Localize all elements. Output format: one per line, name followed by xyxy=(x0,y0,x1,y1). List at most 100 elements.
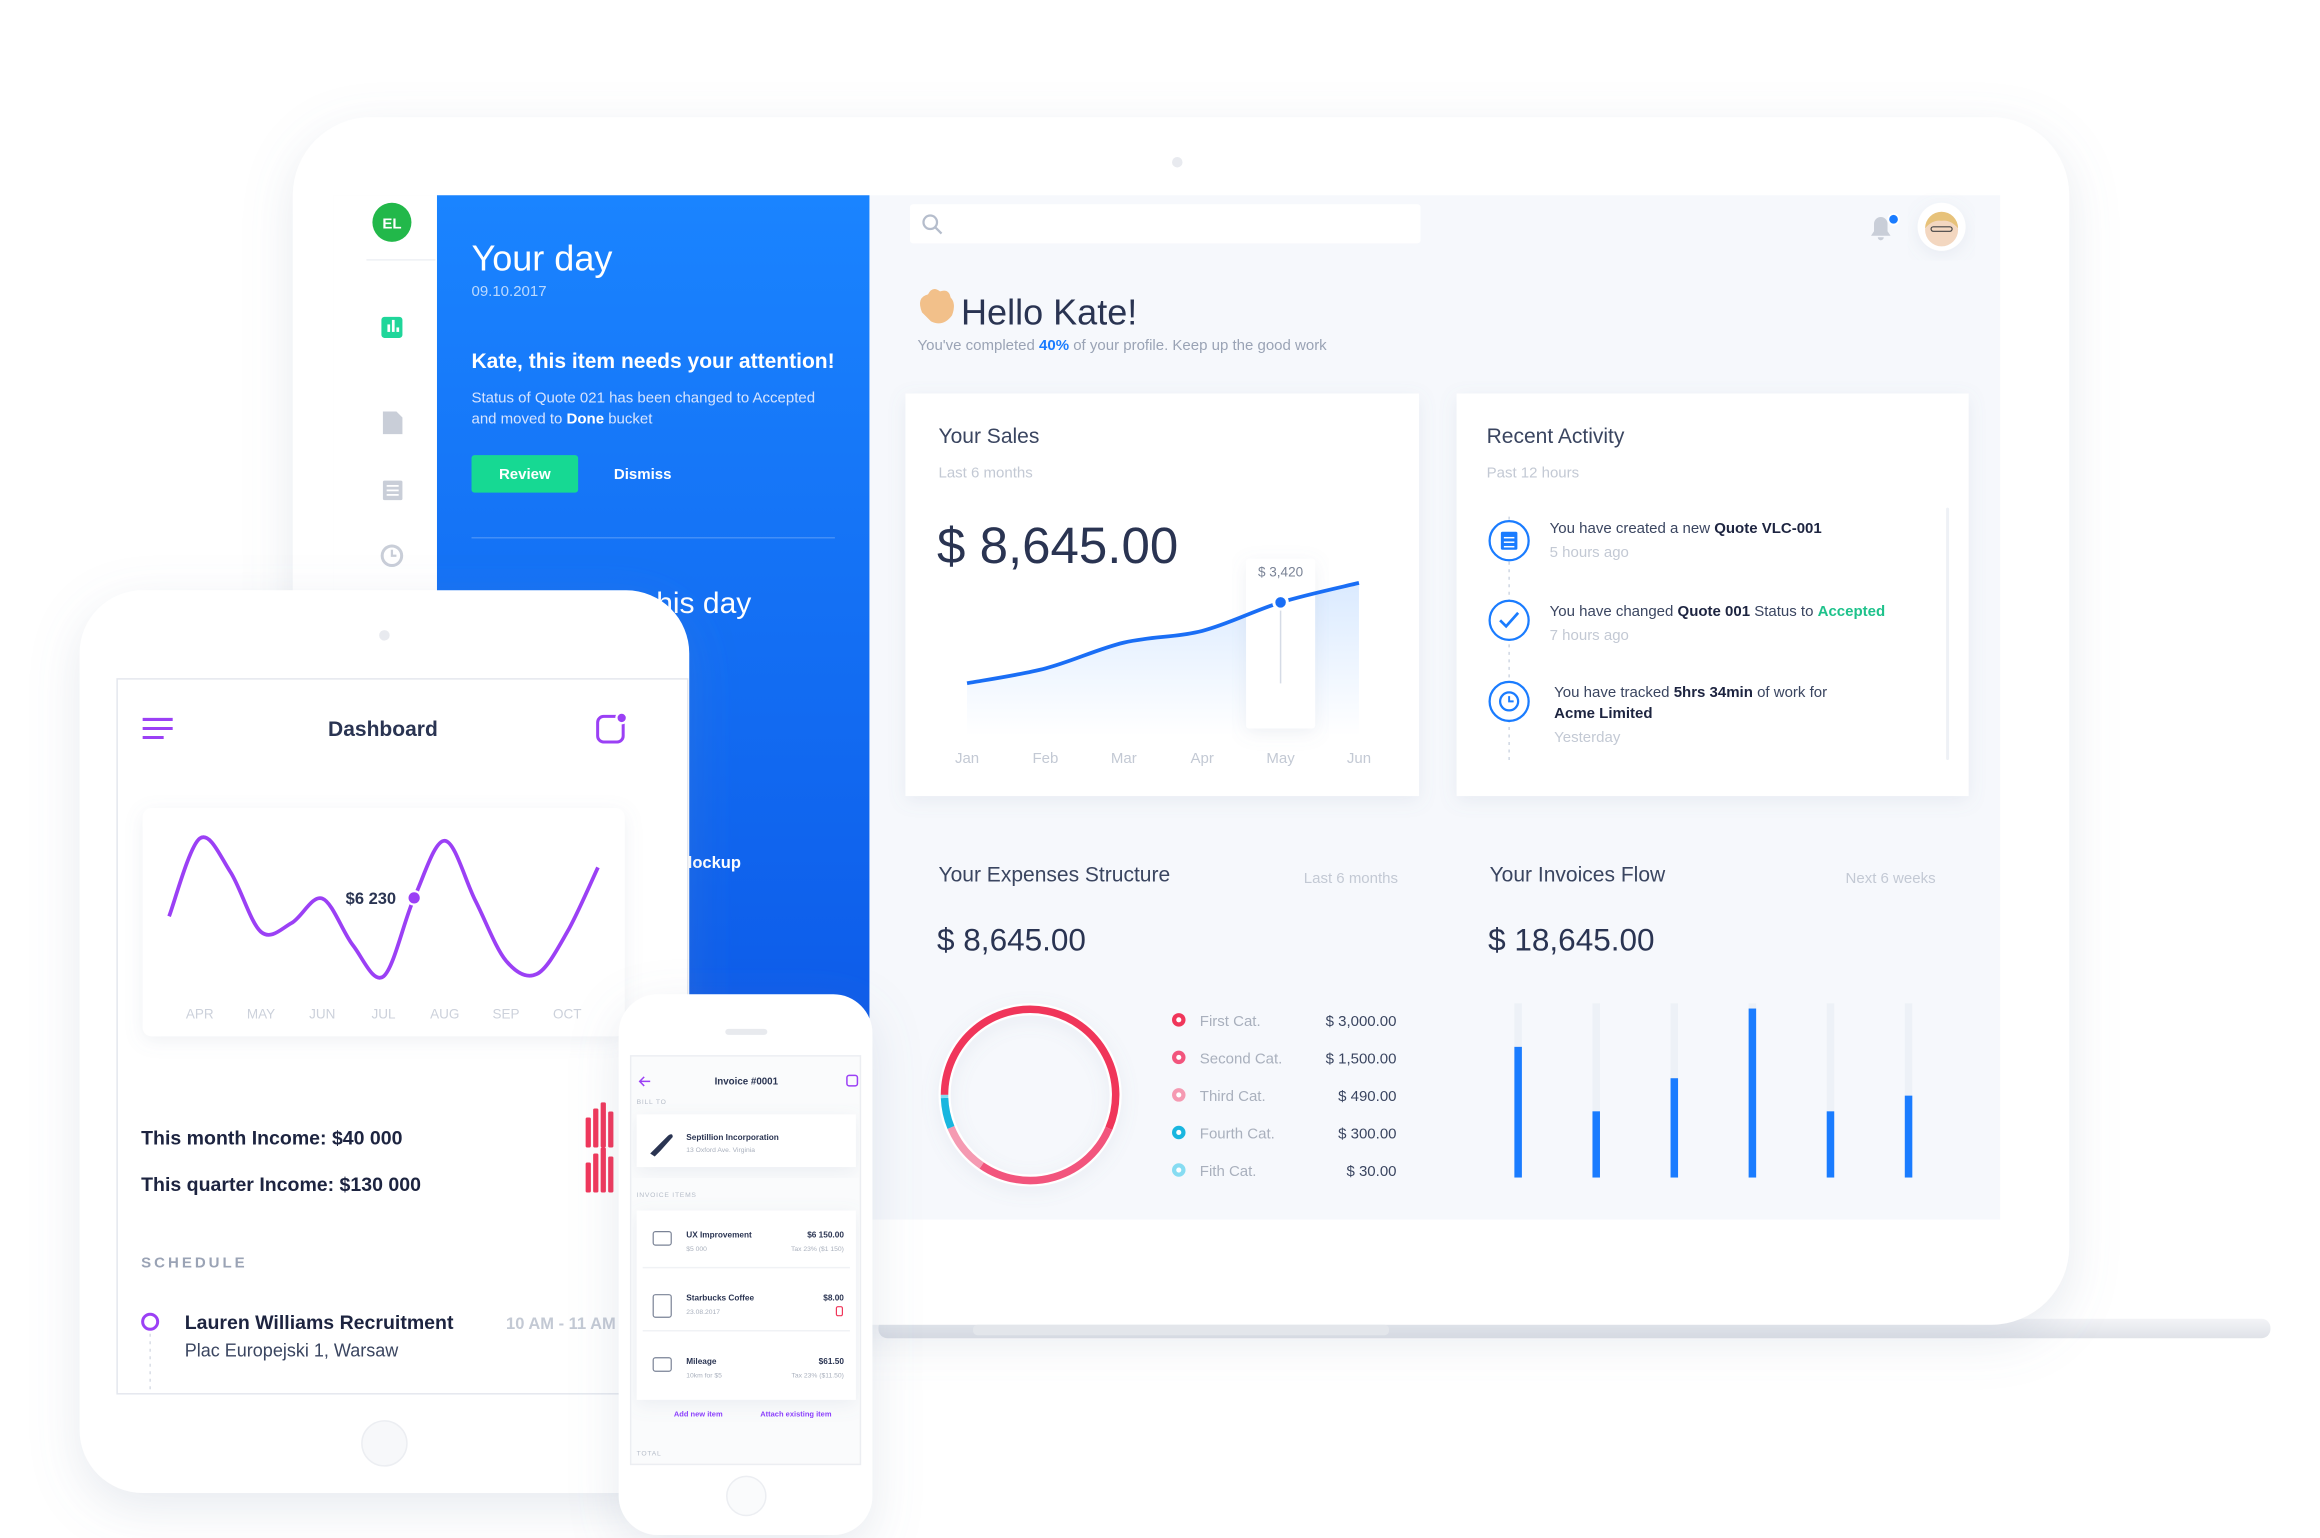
donut-segment xyxy=(979,1126,1113,1185)
section-label: TOTAL xyxy=(637,1450,662,1457)
event-place: Plac Europejski 1, Warsaw xyxy=(185,1340,400,1360)
donut-segment xyxy=(947,1125,984,1169)
home-button[interactable] xyxy=(726,1475,767,1517)
text-part: You've completed xyxy=(917,337,1039,354)
activity-time: Yesterday xyxy=(1554,729,1621,746)
income-icon xyxy=(600,1147,606,1193)
activity-text: Acme Limited xyxy=(1554,705,1652,722)
legend-swatch-center xyxy=(1176,1054,1182,1060)
nav-document-icon[interactable] xyxy=(382,411,403,435)
panel-date: 09.10.2017 xyxy=(472,283,547,300)
quote-icon xyxy=(1500,531,1518,550)
items-card xyxy=(636,1210,856,1400)
income-icon xyxy=(600,1102,606,1148)
alert-title: Kate, this item needs your attention! xyxy=(472,350,835,373)
x-tick-label: MAY xyxy=(247,1006,275,1021)
avatar-initials: EL xyxy=(382,215,401,232)
notification-icon[interactable] xyxy=(596,714,625,744)
dismiss-button[interactable]: Dismiss xyxy=(614,466,672,483)
sales-point xyxy=(1272,594,1289,611)
activity-card xyxy=(1456,393,1969,797)
income-icon xyxy=(593,1108,599,1148)
share-icon[interactable] xyxy=(846,1074,859,1087)
income-point xyxy=(406,889,423,906)
panel-link[interactable]: lockup xyxy=(688,854,741,872)
review-button-label[interactable]: Review xyxy=(499,466,551,483)
bar xyxy=(1592,1111,1600,1178)
text-part: Quote VLC-001 xyxy=(1714,520,1822,537)
income-month: This month Income: $40 000 xyxy=(141,1127,402,1149)
greeting-title: Hello Kate! xyxy=(961,291,1137,332)
nav-clock-icon[interactable] xyxy=(380,544,404,567)
item-name: Starbucks Coffee xyxy=(686,1294,754,1303)
tablet-content: Dashboard $6 230 APR MAY JUN JUL AUG SEP OCT This… xyxy=(141,711,629,1393)
event-marker xyxy=(141,1312,160,1331)
speaker xyxy=(725,1028,768,1035)
section-heading: SCHEDULE xyxy=(141,1255,248,1272)
item-name: UX Improvement xyxy=(686,1231,752,1240)
card-title: Your Invoices Flow xyxy=(1490,864,1666,887)
card-subtitle: Last 6 months xyxy=(939,465,1033,482)
donut-segment xyxy=(940,1005,1120,1130)
x-tick-label: AUG xyxy=(430,1006,459,1021)
legend-value: $ 1,500.00 xyxy=(1326,1050,1397,1067)
x-tick-label: Apr xyxy=(1191,750,1214,767)
camera xyxy=(379,630,390,641)
item-icon xyxy=(652,1294,672,1318)
bar-track xyxy=(1904,1003,1913,1178)
text-part: of your profile. Keep up the good work xyxy=(1069,337,1327,354)
tablet: Dashboard $6 230 APR MAY JUN JUL AUG SEP OCT This… xyxy=(79,590,690,1493)
text-part: Done xyxy=(567,411,604,428)
legend-label: Second Cat. xyxy=(1200,1050,1283,1067)
sales-total: $ 8,645.00 xyxy=(937,517,1178,574)
client-address: 13 Oxford Ave. Virginia xyxy=(686,1147,755,1154)
legend-label: Third Cat. xyxy=(1200,1088,1266,1105)
text-part: 40% xyxy=(1039,337,1069,354)
rocket-icon xyxy=(650,1134,673,1157)
card-title: Recent Activity xyxy=(1487,425,1625,448)
laptop-notch xyxy=(973,1324,1389,1336)
income-icon xyxy=(608,1111,614,1148)
legend-value: $ 3,000.00 xyxy=(1326,1013,1397,1030)
clock-icon xyxy=(1498,691,1520,712)
card-title: Your Sales xyxy=(939,425,1040,448)
event-time: 10 AM - 11 AM xyxy=(506,1315,616,1333)
income-icon xyxy=(608,1156,614,1193)
item-detail: $5 000 xyxy=(686,1246,707,1253)
add-item-button[interactable]: Add new item xyxy=(674,1409,723,1418)
avatar-glasses xyxy=(1930,226,1953,232)
phone-content: Invoice #0001 BILL TO Septillion Incorpora… xyxy=(636,1074,859,1457)
event-title: Lauren Williams Recruitment xyxy=(185,1312,454,1334)
legend-value: $ 490.00 xyxy=(1338,1088,1396,1105)
income-quarter: This quarter Income: $130 000 xyxy=(141,1174,421,1196)
search-box[interactable] xyxy=(909,204,1421,244)
text-part: 5hrs 34min xyxy=(1674,684,1753,701)
legend-swatch-center xyxy=(1176,1092,1182,1098)
attach-item-button[interactable]: Attach existing item xyxy=(760,1409,832,1418)
bar-track xyxy=(1592,1003,1600,1178)
text-part: of work for xyxy=(1753,684,1827,701)
income-line xyxy=(167,835,600,980)
scrollbar xyxy=(1946,507,1950,760)
notification-bell[interactable] xyxy=(1871,217,1891,241)
chart-card xyxy=(142,808,625,1037)
search-icon-handle xyxy=(934,226,943,235)
client-card xyxy=(636,1114,856,1168)
x-tick-label: APR xyxy=(186,1006,214,1021)
back-arrow[interactable] xyxy=(638,1076,651,1087)
review-button[interactable] xyxy=(471,455,579,493)
screen-title: Dashboard xyxy=(328,718,438,741)
item-detail: 10km for $5 xyxy=(686,1372,722,1379)
home-button[interactable] xyxy=(361,1420,408,1467)
item-icon xyxy=(652,1231,672,1246)
x-tick-label: Mar xyxy=(1111,750,1137,767)
greeting-subtitle: You've completed 40% of your profile. Ke… xyxy=(917,337,1327,354)
x-tick-label: Jan xyxy=(955,750,979,767)
activity-icon xyxy=(1488,599,1530,641)
item-name: Mileage xyxy=(686,1357,717,1366)
text-part: You have tracked xyxy=(1554,684,1674,701)
income-icon xyxy=(585,1117,591,1148)
activity-text: You have created a new Quote VLC-001 xyxy=(1550,520,1822,537)
legend-label: Fourth Cat. xyxy=(1200,1125,1275,1142)
